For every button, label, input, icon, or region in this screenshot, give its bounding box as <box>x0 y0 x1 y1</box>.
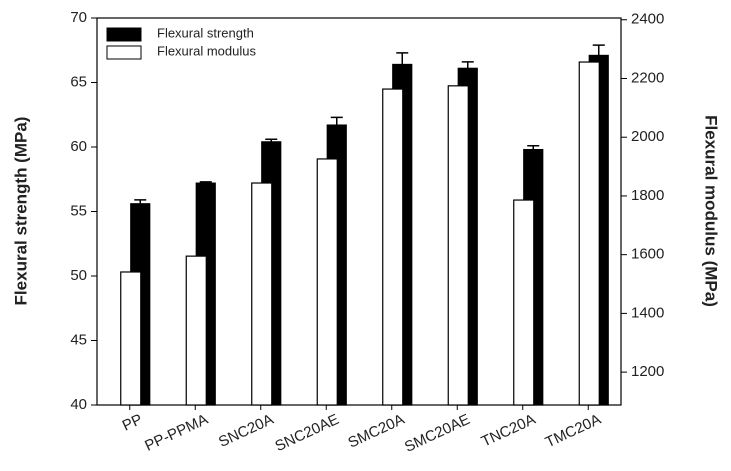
legend-swatch <box>106 45 142 60</box>
bar <box>120 271 142 406</box>
error-bar <box>199 181 212 184</box>
legend-label: Flexural strength <box>157 25 254 40</box>
legend-label: Flexural modulus <box>157 43 256 58</box>
bar <box>513 199 535 406</box>
x-tick-label: TMC20A <box>543 411 604 451</box>
y2-tick-label: 1200 <box>631 363 664 380</box>
x-tick-label: PP <box>120 411 145 435</box>
error-bar <box>134 199 147 204</box>
bar <box>578 61 600 406</box>
y2-tick-label: 1800 <box>631 187 664 204</box>
y-tick-label: 65 <box>70 73 87 90</box>
y-tick-label: 50 <box>70 267 87 284</box>
bar <box>447 85 469 406</box>
legend-swatch <box>106 27 142 42</box>
y-tick-label: 45 <box>70 331 87 348</box>
x-tick-label: SMC20AE <box>402 411 473 456</box>
y2-tick-label: 1600 <box>631 246 664 263</box>
error-bar <box>592 44 605 56</box>
y2-tick-label: 2400 <box>631 11 664 28</box>
x-tick-label: TNC20A <box>479 411 538 451</box>
x-tick-label: PP-PPMA <box>142 411 210 455</box>
x-tick-label: SNC20AE <box>272 411 341 455</box>
error-bar <box>527 144 540 150</box>
error-bar <box>265 138 278 142</box>
x-tick-label: SNC20A <box>216 411 276 451</box>
y-axis-label: Flexural strength (MPa) <box>11 117 30 306</box>
error-bar <box>330 116 343 126</box>
error-bar <box>461 61 474 69</box>
y2-tick-label: 1400 <box>631 304 664 321</box>
x-tick-label: SMC20A <box>346 411 408 452</box>
y-tick-label: 40 <box>70 396 87 413</box>
y-tick-label: 60 <box>70 138 87 155</box>
bar <box>251 182 273 406</box>
y2-axis-label: Flexural modulus (MPa) <box>702 115 721 307</box>
y-tick-label: 70 <box>70 9 87 26</box>
bar <box>316 158 338 406</box>
y-tick-label: 55 <box>70 202 87 219</box>
bar <box>185 255 207 406</box>
bar <box>382 88 404 406</box>
y2-tick-label: 2000 <box>631 128 664 145</box>
y2-tick-label: 2200 <box>631 69 664 86</box>
error-bar <box>396 52 409 65</box>
